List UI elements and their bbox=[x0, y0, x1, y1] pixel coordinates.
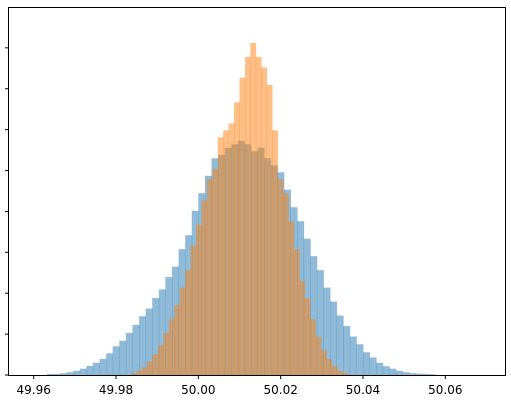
histogram-bar bbox=[158, 345, 164, 375]
x-tick-label: 50.02 bbox=[263, 383, 297, 397]
histogram-bar bbox=[136, 370, 143, 375]
histogram-bar bbox=[86, 365, 94, 375]
histogram-bar bbox=[255, 56, 262, 376]
histogram-bar bbox=[141, 367, 148, 375]
histogram-bar bbox=[147, 361, 153, 375]
histogram-bar bbox=[415, 373, 423, 375]
histogram-bar bbox=[168, 319, 175, 375]
x-tick-label: 49.98 bbox=[99, 383, 133, 397]
histogram-series-2 bbox=[130, 42, 349, 376]
histogram-bar bbox=[316, 270, 324, 375]
histogram-bar bbox=[179, 287, 186, 375]
histogram-bar bbox=[158, 289, 166, 375]
histogram-bar bbox=[163, 333, 170, 375]
histogram-bar bbox=[272, 130, 278, 375]
histogram-bar bbox=[152, 298, 160, 375]
histogram-bar bbox=[326, 359, 333, 375]
histogram-bar bbox=[234, 102, 240, 376]
histogram-bar bbox=[266, 84, 273, 376]
histogram-bar bbox=[389, 368, 397, 375]
histogram-bar bbox=[331, 366, 338, 375]
histogram-bar bbox=[125, 333, 133, 375]
histogram-bar bbox=[409, 373, 417, 375]
histogram-bar bbox=[323, 287, 331, 375]
histogram-bar bbox=[196, 224, 202, 375]
histogram-bar bbox=[376, 362, 384, 375]
histogram-bar bbox=[185, 270, 191, 375]
histogram-bar bbox=[119, 340, 127, 375]
histogram-bar bbox=[152, 354, 159, 375]
histogram-bar bbox=[299, 280, 306, 375]
histogram-bar bbox=[315, 336, 322, 375]
histogram-bar bbox=[337, 370, 344, 375]
histogram-bar bbox=[330, 301, 338, 375]
histogram-bar bbox=[132, 325, 140, 375]
histogram-bar bbox=[79, 368, 87, 375]
histogram-bar bbox=[201, 200, 208, 375]
histogram-bar bbox=[402, 372, 410, 375]
histogram-bar bbox=[130, 373, 137, 375]
histogram-bar bbox=[261, 67, 268, 376]
histogram-bar bbox=[395, 370, 403, 375]
histogram-bar bbox=[310, 319, 316, 375]
x-tick-label: 50.06 bbox=[428, 383, 462, 397]
histogram-bar bbox=[356, 344, 364, 375]
histogram-bar bbox=[223, 130, 230, 375]
histogram-bar bbox=[382, 366, 390, 375]
histogram-bar bbox=[369, 357, 377, 375]
histogram-bar bbox=[112, 346, 120, 375]
histogram-bar bbox=[349, 336, 357, 375]
histogram-bar bbox=[362, 352, 370, 375]
histogram-bar bbox=[288, 221, 295, 375]
plot-area bbox=[46, 42, 436, 376]
histogram-bar bbox=[206, 179, 213, 375]
histogram-bar bbox=[46, 373, 54, 375]
y-axis bbox=[5, 47, 9, 376]
histogram-bar bbox=[60, 373, 68, 375]
x-axis: 49.96 49.98 50.00 50.02 50.04 50.06 bbox=[17, 375, 462, 397]
histogram-bar bbox=[53, 373, 61, 375]
histogram-bar bbox=[293, 249, 300, 375]
histogram-bar bbox=[336, 315, 344, 375]
x-tick-label: 50.00 bbox=[181, 383, 215, 397]
histogram-bar bbox=[282, 193, 289, 375]
histogram-bar bbox=[145, 308, 153, 375]
histogram-bar bbox=[244, 56, 251, 376]
histogram-bar bbox=[228, 123, 235, 375]
histogram-bar bbox=[174, 305, 181, 375]
histogram-bar bbox=[250, 42, 257, 375]
x-tick-label: 49.96 bbox=[17, 383, 51, 397]
histogram-bar bbox=[139, 316, 147, 375]
histogram-bar bbox=[212, 168, 219, 375]
histogram-bar bbox=[304, 298, 311, 375]
histogram-bar bbox=[422, 373, 430, 375]
histogram-bar bbox=[73, 370, 81, 375]
axes-frame bbox=[8, 7, 506, 376]
histogram-bar bbox=[310, 256, 318, 375]
histogram-bar bbox=[239, 77, 246, 376]
histogram-bar bbox=[106, 353, 114, 375]
histogram-bar bbox=[277, 179, 284, 375]
histogram-bar bbox=[321, 350, 327, 375]
x-tick-label: 50.04 bbox=[346, 383, 380, 397]
histogram-bar bbox=[190, 245, 197, 375]
histogram-bar bbox=[92, 362, 100, 375]
histogram-bar bbox=[99, 358, 107, 375]
histogram-bar bbox=[343, 326, 351, 375]
histogram-bar bbox=[66, 372, 74, 375]
histogram-bar bbox=[342, 372, 349, 375]
histogram-bar bbox=[428, 374, 436, 375]
histogram-bar bbox=[217, 137, 224, 375]
